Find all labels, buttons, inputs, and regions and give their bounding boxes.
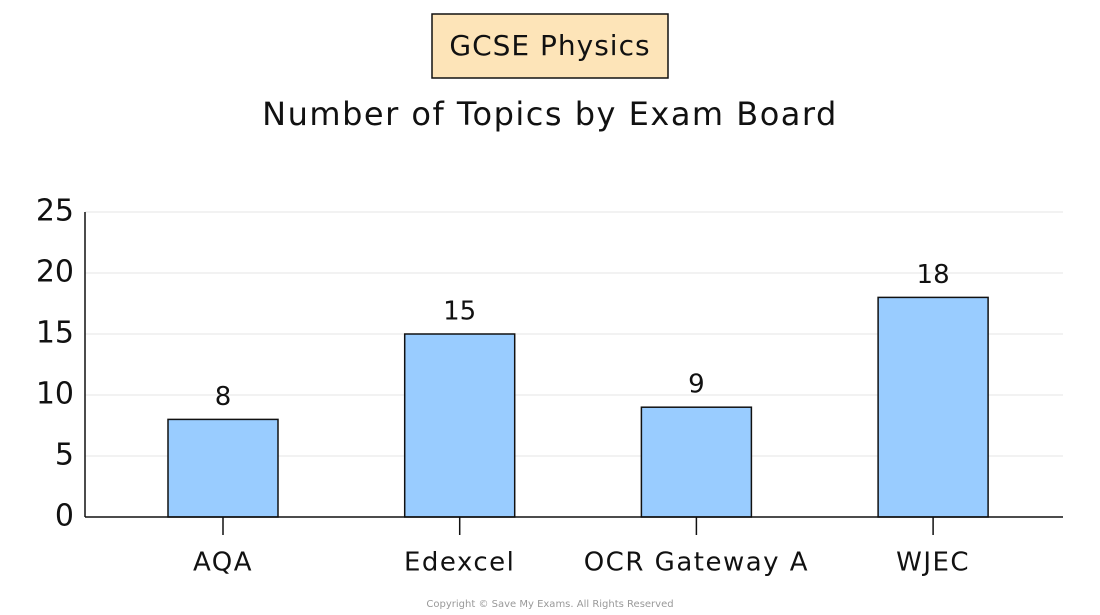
bar <box>167 418 279 518</box>
x-tick-label: AQA <box>193 548 253 578</box>
copyright: Copyright © Save My Exams. All Rights Re… <box>426 599 673 610</box>
y-tick-label: 20 <box>36 255 74 290</box>
chart-title: Number of Topics by Exam Board <box>262 95 838 133</box>
data-label: 18 <box>917 260 950 290</box>
x-tick-label: OCR Gateway A <box>584 548 809 578</box>
data-label: 8 <box>215 382 232 412</box>
y-tick-label: 15 <box>36 316 74 351</box>
bar <box>877 296 989 518</box>
badge: GCSE Physics <box>449 29 650 62</box>
data-label: 9 <box>688 370 705 400</box>
bar <box>640 406 753 518</box>
y-tick-label: 0 <box>55 499 74 534</box>
bar <box>403 333 516 518</box>
y-tick-label: 5 <box>55 438 74 473</box>
x-tick-label: Edexcel <box>404 548 515 578</box>
data-label: 15 <box>443 297 476 327</box>
badge-box <box>431 13 669 79</box>
y-tick-label: 10 <box>36 377 74 412</box>
y-tick-label: 25 <box>36 194 74 229</box>
x-tick-label: WJEC <box>896 548 970 578</box>
